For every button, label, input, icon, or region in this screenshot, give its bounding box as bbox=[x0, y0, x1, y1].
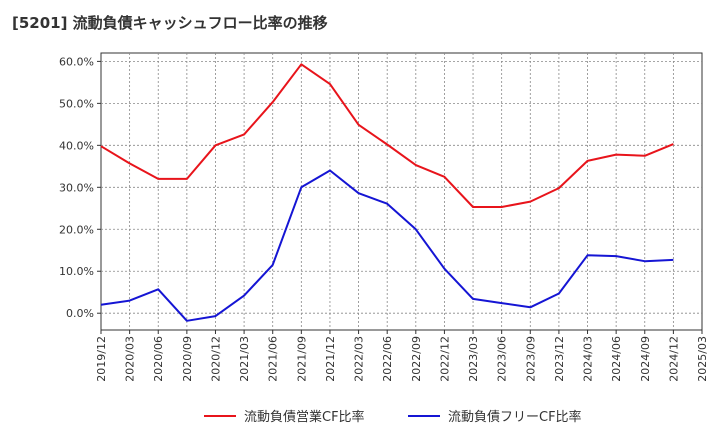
x-tick-label: 2023/09 bbox=[524, 336, 537, 382]
x-tick-label: 2022/06 bbox=[381, 336, 394, 382]
x-tick-label: 2022/12 bbox=[438, 336, 451, 382]
x-axis: 2019/12 2020/03 2020/06 2020/09 2020/12 2021/… bbox=[95, 330, 709, 382]
x-tick-label: 2019/12 bbox=[95, 336, 108, 382]
legend-label: 流動負債営業CF比率 bbox=[244, 409, 365, 425]
legend-label: 流動負債フリーCF比率 bbox=[448, 409, 582, 425]
x-tick-label: 2024/06 bbox=[610, 336, 623, 382]
x-tick-label: 2020/03 bbox=[124, 336, 137, 382]
x-tick-label: 2024/12 bbox=[667, 336, 680, 382]
x-tick-label: 2021/06 bbox=[267, 336, 280, 382]
x-tick-label: 2024/09 bbox=[639, 336, 652, 382]
y-tick-label: 50.0% bbox=[59, 97, 94, 110]
y-tick-label: 20.0% bbox=[59, 223, 94, 236]
chart-title: [5201] 流動負債キャッシュフロー比率の推移 bbox=[12, 14, 328, 32]
y-tick-label: 10.0% bbox=[59, 265, 94, 278]
plot-area bbox=[100, 52, 703, 331]
x-tick-label: 2020/09 bbox=[181, 336, 194, 382]
x-tick-label: 2020/12 bbox=[209, 336, 222, 382]
x-tick-label: 2023/03 bbox=[467, 336, 480, 382]
x-tick-label: 2021/03 bbox=[238, 336, 251, 382]
x-tick-label: 2023/12 bbox=[553, 336, 566, 382]
series-lines bbox=[100, 63, 674, 322]
x-tick-label: 2021/09 bbox=[295, 336, 308, 382]
grid-lines bbox=[101, 53, 702, 330]
x-tick-label: 2025/03 bbox=[696, 336, 709, 382]
x-tick-label: 2022/03 bbox=[353, 336, 366, 382]
series-line bbox=[100, 169, 674, 322]
series-line bbox=[100, 63, 674, 208]
x-tick-label: 2022/09 bbox=[410, 336, 423, 382]
legend: 流動負債営業CF比率 流動負債フリーCF比率 bbox=[204, 409, 582, 425]
y-tick-label: 30.0% bbox=[59, 181, 94, 194]
y-tick-label: 60.0% bbox=[59, 55, 94, 68]
x-tick-label: 2020/06 bbox=[152, 336, 165, 382]
y-axis: 0.0% 10.0% 20.0% 30.0% 40.0% 50.0% 60.0% bbox=[59, 55, 101, 320]
x-tick-label: 2024/03 bbox=[582, 336, 595, 382]
x-tick-label: 2021/12 bbox=[324, 336, 337, 382]
y-tick-label: 40.0% bbox=[59, 139, 94, 152]
y-tick-label: 0.0% bbox=[66, 307, 94, 320]
x-tick-label: 2023/06 bbox=[496, 336, 509, 382]
